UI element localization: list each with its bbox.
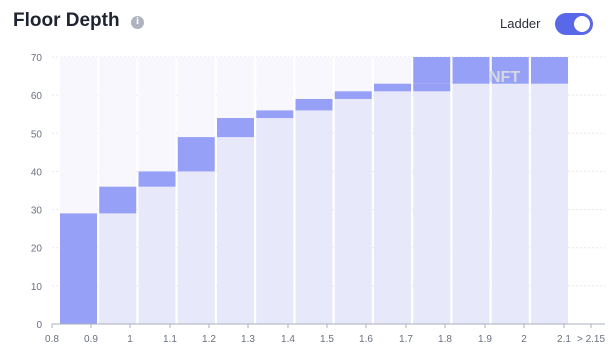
bar-segment-increment — [60, 213, 97, 324]
bar-segment-increment — [177, 137, 215, 172]
bar-segment-increment — [138, 171, 176, 187]
x-tick-label: 1 — [127, 334, 133, 345]
bar-segment-base — [452, 83, 490, 324]
bar-segment-top — [531, 57, 568, 84]
watermark-logo: NFT — [489, 69, 520, 86]
y-tick-label: 10 — [31, 282, 43, 293]
x-tick-label: 1.2 — [202, 334, 216, 345]
x-tick-label: 1.5 — [320, 334, 334, 345]
bar-segment-base — [138, 186, 176, 324]
bar-segment-base — [99, 213, 137, 324]
x-tick-label: 1.8 — [438, 334, 452, 345]
x-tick-label: 2.1 — [557, 334, 571, 345]
bar-segment-increment — [295, 98, 333, 111]
bar-segment-increment — [99, 186, 137, 214]
x-tick-label: 1.6 — [359, 334, 373, 345]
bar-segment-increment — [217, 118, 254, 138]
chart-title: Floor Depth — [13, 10, 120, 31]
y-tick-label: 30 — [31, 206, 43, 217]
bar-segment-base — [295, 110, 333, 325]
bar-segment-top — [491, 57, 529, 84]
x-tick-label: 1.7 — [399, 334, 413, 345]
bar-segment-base — [491, 83, 529, 324]
bar-segment-increment — [256, 110, 294, 119]
ladder-toggle[interactable] — [555, 13, 593, 35]
bar-segment-increment — [374, 83, 411, 92]
bar-segment-base — [256, 118, 294, 325]
x-tick-label: > 2.15 — [577, 334, 606, 345]
y-tick-label: 40 — [31, 167, 43, 178]
x-tick-label: 1.1 — [163, 334, 177, 345]
ladder-label: Ladder — [500, 16, 541, 31]
info-icon[interactable]: i — [131, 16, 144, 29]
bar-segment-base — [413, 91, 451, 324]
bar-segment-increment — [334, 91, 372, 99]
x-tick-label: 1.9 — [478, 334, 492, 345]
bar-segment-base — [374, 91, 411, 324]
y-tick-label: 50 — [31, 129, 43, 140]
y-tick-label: 60 — [31, 91, 43, 102]
bar-segment-base — [177, 171, 215, 324]
toggle-knob — [574, 16, 590, 32]
bar-segment-top — [413, 57, 451, 84]
x-tick-label: 0.9 — [84, 334, 98, 345]
bar-segment-base — [217, 137, 254, 324]
x-tick-label: 2 — [521, 334, 527, 345]
x-tick-label: 0.8 — [45, 334, 59, 345]
x-tick-label: 1.4 — [281, 334, 295, 345]
bar-segment-increment — [452, 57, 490, 84]
bar-segment-base — [334, 98, 372, 324]
y-tick-label: 20 — [31, 244, 43, 255]
x-tick-label: 1.3 — [241, 334, 255, 345]
y-tick-label: 0 — [36, 320, 42, 331]
bar-segment-increment — [413, 83, 451, 92]
y-tick-label: 70 — [31, 53, 43, 64]
bar-segment-base — [531, 83, 568, 324]
